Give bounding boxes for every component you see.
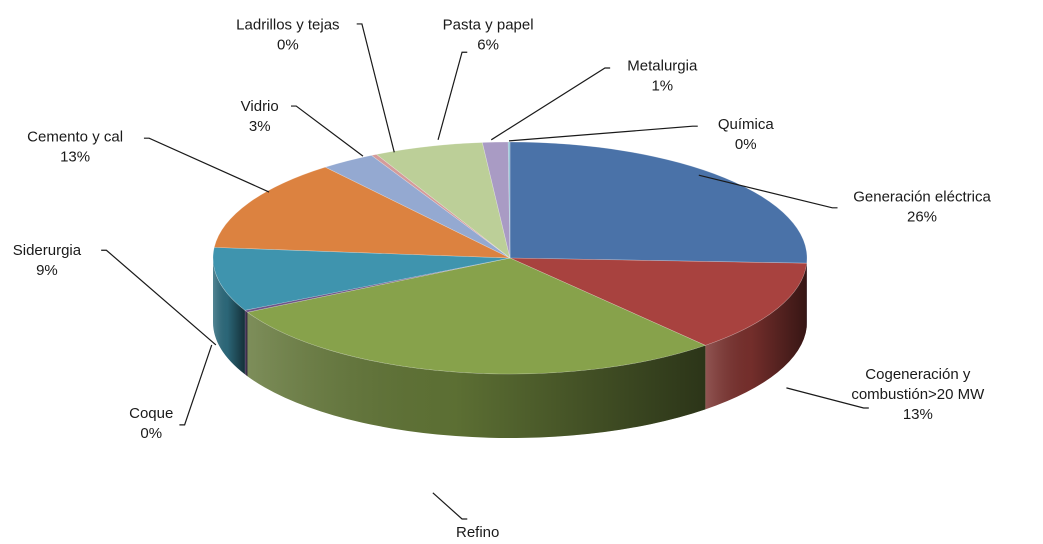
label-quimica: Química 0%	[718, 116, 775, 153]
slice-ladrillos-y-tejas	[370, 154, 511, 259]
slice-siderurgia	[212, 247, 511, 311]
label-cemento-y-cal: Cemento y cal 13%	[27, 128, 123, 165]
label-vidrio: Vidrio 3%	[241, 98, 279, 135]
slice-refino	[246, 257, 707, 375]
slice-metalurgia	[481, 141, 511, 259]
label-cogeneracion-y-combustion-20-mw: Cogeneración y combustión>20 MW 13%	[851, 366, 985, 423]
leader-pasta-y-papel	[437, 51, 468, 140]
label-pasta-y-papel: Pasta y papel 6%	[443, 16, 534, 53]
leader-lines	[101, 23, 869, 520]
slice-cemento-y-cal	[213, 166, 511, 259]
leader-generacion-electrica	[698, 174, 838, 209]
label-generacion-electrica: Generación eléctrica 26%	[853, 188, 991, 225]
leader-coque	[179, 344, 213, 426]
side-shade-cogeneracion-y-combustion-20-mw	[705, 263, 807, 410]
side-shade-refino	[247, 312, 706, 438]
slice-coque	[244, 257, 511, 313]
label-ladrillos-y-tejas: Ladrillos y tejas 0%	[236, 16, 339, 53]
leader-siderurgia	[101, 249, 217, 346]
pie-sides	[213, 258, 808, 438]
slice-vidrio	[324, 155, 511, 259]
leader-cemento-y-cal	[143, 137, 270, 193]
label-refino: Refino29%	[456, 524, 499, 544]
leader-cogeneracion-y-combustion-20-mw	[786, 387, 869, 409]
leader-metalurgia	[490, 67, 611, 141]
slice-cogeneracion-y-combustion-20-mw	[509, 257, 808, 346]
label-siderurgia: Siderurgia 9%	[13, 242, 82, 279]
label-coque: Coque 0%	[129, 405, 173, 442]
leader-refino	[432, 492, 468, 520]
label-metalurgia: Metalurgia 1%	[627, 58, 698, 95]
slice-quimica	[507, 141, 511, 259]
pie-tops	[212, 141, 808, 375]
side-shade-siderurgia	[213, 258, 245, 375]
data-labels: Generación eléctrica 26% Cogeneración y com…	[13, 16, 992, 544]
slice-pasta-y-papel	[375, 142, 511, 259]
side-shade-coque	[244, 310, 248, 377]
leader-ladrillos-y-tejas	[356, 23, 395, 153]
slice-generacion-electrica	[509, 141, 808, 264]
leader-vidrio	[290, 105, 364, 157]
leader-quimica	[508, 125, 698, 142]
